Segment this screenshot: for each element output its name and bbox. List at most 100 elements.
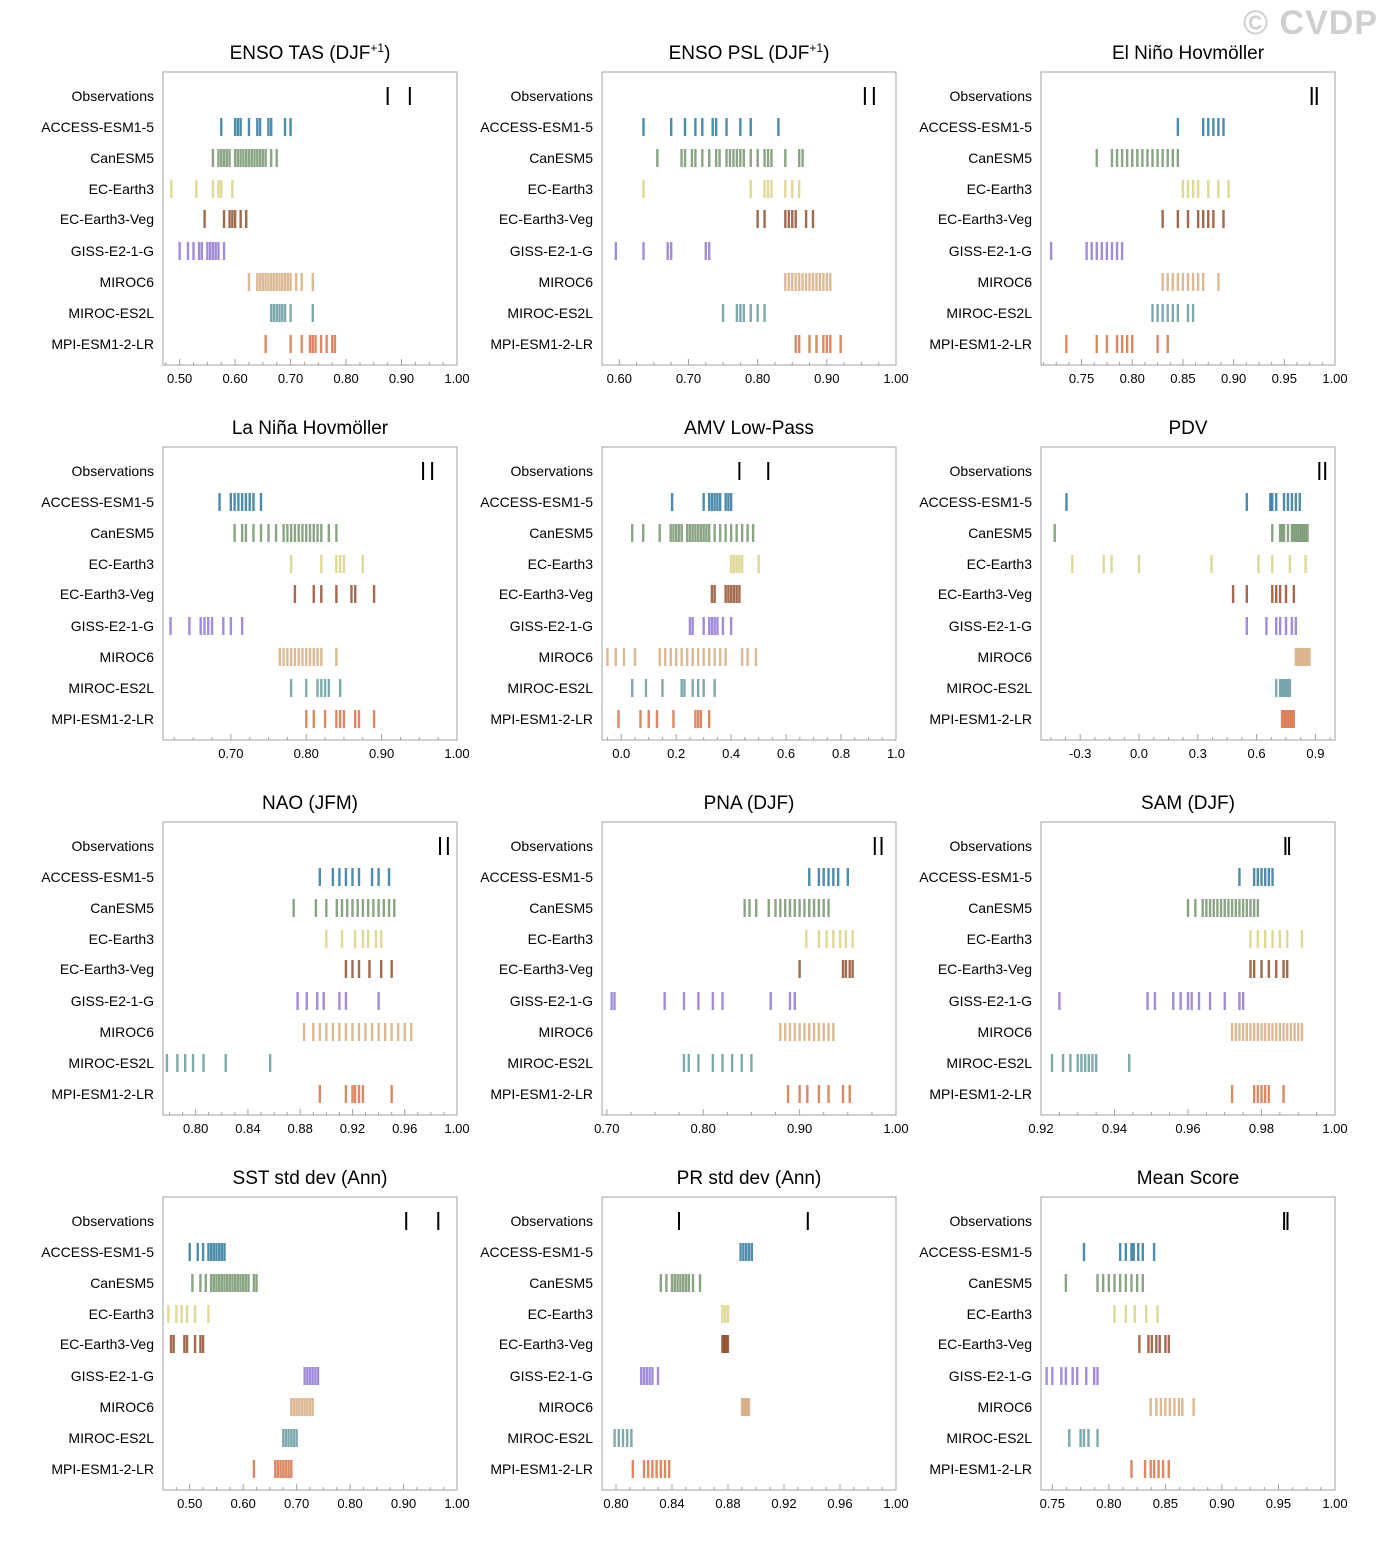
tick-label: 0.85	[1170, 371, 1195, 386]
tick-label: 0.80	[333, 371, 358, 386]
tick-label: 0.90	[1209, 1496, 1234, 1511]
row-label-giss-e2-1-g: GISS-E2-1-G	[510, 1368, 593, 1384]
row-label-giss-e2-1-g: GISS-E2-1-G	[510, 618, 593, 634]
panel-sst-std-dev-ann: SST std dev (Ann) 0.50 0.60 0.70 0.80 0.90 1.0…	[41, 1168, 469, 1511]
row-label-access-esm1-5: ACCESS-ESM1-5	[919, 869, 1032, 885]
row-label-giss-e2-1-g: GISS-E2-1-G	[71, 993, 154, 1009]
row-label-miroc-es2l: MIROC-ES2L	[68, 305, 154, 321]
row-label-observations: Observations	[72, 1213, 154, 1229]
row-label-ec-earth3-veg: EC-Earth3-Veg	[938, 586, 1032, 602]
tick-label: 0.60	[231, 1496, 256, 1511]
row-label-access-esm1-5: ACCESS-ESM1-5	[480, 869, 593, 885]
row-label-access-esm1-5: ACCESS-ESM1-5	[480, 1244, 593, 1260]
tick-label: 0.60	[222, 371, 247, 386]
row-label-miroc6: MIROC6	[100, 649, 155, 665]
row-label-observations: Observations	[72, 838, 154, 854]
row-label-ec-earth3: EC-Earth3	[967, 931, 1033, 947]
panel-title: AMV Low-Pass	[684, 418, 814, 439]
tick-label: 0.84	[235, 1121, 260, 1136]
row-label-ec-earth3-veg: EC-Earth3-Veg	[60, 211, 154, 227]
row-label-ec-earth3-veg: EC-Earth3-Veg	[499, 211, 593, 227]
panel-pr-std-dev-ann: PR std dev (Ann) 0.80 0.84 0.88 0.92 0.96 1.00…	[480, 1168, 908, 1511]
panel-sam-djf: SAM (DJF) 0.92 0.94 0.96 0.98 1.00 Observation…	[919, 793, 1347, 1136]
row-label-giss-e2-1-g: GISS-E2-1-G	[949, 1368, 1032, 1384]
tick-label: 1.00	[444, 371, 469, 386]
tick-label: -0.3	[1069, 746, 1091, 761]
row-label-access-esm1-5: ACCESS-ESM1-5	[919, 119, 1032, 135]
tick-label: 0.70	[676, 371, 701, 386]
tick-label: 0.0	[1130, 746, 1148, 761]
plot-frame	[1040, 71, 1336, 366]
panel-la-ni-a-hovm-ller: La Niña Hovmöller 0.70 0.80 0.90 1.00 Observa…	[41, 418, 469, 761]
tick-label: 0.96	[392, 1121, 417, 1136]
row-label-miroc6: MIROC6	[978, 1024, 1033, 1040]
panel-title: PDV	[1168, 418, 1207, 439]
row-label-miroc-es2l: MIROC-ES2L	[68, 1430, 154, 1446]
tick-label: 0.70	[218, 746, 243, 761]
tick-label: 1.00	[1322, 1121, 1347, 1136]
tick-label: 0.96	[1175, 1121, 1200, 1136]
tick-label: 1.0	[887, 746, 905, 761]
row-label-mpi-esm1-2-lr: MPI-ESM1-2-LR	[490, 1086, 593, 1102]
tick-label: 0.90	[814, 371, 839, 386]
tick-label: 1.00	[1322, 371, 1347, 386]
plot-frame	[162, 1196, 458, 1491]
row-label-observations: Observations	[950, 1213, 1032, 1229]
row-label-mpi-esm1-2-lr: MPI-ESM1-2-LR	[51, 336, 154, 352]
row-label-ec-earth3: EC-Earth3	[528, 1306, 594, 1322]
row-label-ec-earth3-veg: EC-Earth3-Veg	[938, 961, 1032, 977]
row-label-canesm5: CanESM5	[90, 150, 154, 166]
row-label-ec-earth3-veg: EC-Earth3-Veg	[499, 1336, 593, 1352]
panel-title: PNA (DJF)	[704, 793, 795, 814]
row-label-mpi-esm1-2-lr: MPI-ESM1-2-LR	[929, 711, 1032, 727]
tick-label: 0.50	[167, 371, 192, 386]
tick-label: 0.80	[337, 1496, 362, 1511]
row-label-miroc6: MIROC6	[539, 1024, 594, 1040]
panel-pdv: PDV -0.3 0.0 0.3 0.6 0.9 Observations ACCESS-ES…	[919, 418, 1336, 761]
row-label-access-esm1-5: ACCESS-ESM1-5	[41, 119, 154, 135]
panel-enso-psl-djf: ENSO PSL (DJF+1) 0.60 0.70 0.80 0.90 1.00 Obse…	[480, 41, 908, 386]
tick-label: 0.75	[1040, 1496, 1065, 1511]
watermark: © CVDP	[1243, 4, 1378, 42]
row-label-ec-earth3: EC-Earth3	[89, 1306, 155, 1322]
tick-label: 1.00	[444, 746, 469, 761]
row-label-ec-earth3: EC-Earth3	[528, 931, 594, 947]
tick-label: 0.90	[391, 1496, 416, 1511]
row-label-ec-earth3: EC-Earth3	[967, 556, 1033, 572]
tick-label: 0.80	[1096, 1496, 1121, 1511]
tick-label: 0.96	[827, 1496, 852, 1511]
row-label-ec-earth3-veg: EC-Earth3-Veg	[60, 586, 154, 602]
tick-label: 0.98	[1249, 1121, 1274, 1136]
row-label-miroc-es2l: MIROC-ES2L	[507, 1430, 593, 1446]
panel-nao-jfm: NAO (JFM) 0.80 0.84 0.88 0.92 0.96 1.00 Observa…	[41, 793, 469, 1136]
tick-label: 0.88	[715, 1496, 740, 1511]
tick-label: 0.80	[294, 746, 319, 761]
row-label-mpi-esm1-2-lr: MPI-ESM1-2-LR	[929, 1086, 1032, 1102]
tick-label: 1.00	[883, 371, 908, 386]
panel-title: ENSO PSL (DJF+1)	[669, 41, 830, 64]
plot-frame	[1040, 1196, 1336, 1491]
row-label-access-esm1-5: ACCESS-ESM1-5	[41, 494, 154, 510]
row-label-ec-earth3-veg: EC-Earth3-Veg	[938, 1336, 1032, 1352]
tick-label: 0.6	[1248, 746, 1266, 761]
row-label-observations: Observations	[511, 1213, 593, 1229]
tick-label: 0.92	[771, 1496, 796, 1511]
tick-label: 0.80	[603, 1496, 628, 1511]
row-label-canesm5: CanESM5	[90, 1275, 154, 1291]
row-label-observations: Observations	[511, 838, 593, 854]
tick-label: 0.90	[1221, 371, 1246, 386]
tick-label: 0.80	[183, 1121, 208, 1136]
tick-label: 0.70	[278, 371, 303, 386]
row-label-giss-e2-1-g: GISS-E2-1-G	[71, 243, 154, 259]
row-label-miroc6: MIROC6	[978, 1399, 1033, 1415]
tick-label: 0.70	[284, 1496, 309, 1511]
panel-pna-djf: PNA (DJF) 0.70 0.80 0.90 1.00 Observations ACC…	[480, 793, 908, 1136]
tick-label: 0.92	[1028, 1121, 1053, 1136]
row-label-access-esm1-5: ACCESS-ESM1-5	[919, 1244, 1032, 1260]
plot-frame	[162, 821, 458, 1116]
row-label-miroc-es2l: MIROC-ES2L	[507, 1055, 593, 1071]
row-label-access-esm1-5: ACCESS-ESM1-5	[480, 494, 593, 510]
tick-label: 0.6	[777, 746, 795, 761]
row-label-miroc-es2l: MIROC-ES2L	[68, 680, 154, 696]
tick-label: 0.95	[1266, 1496, 1291, 1511]
